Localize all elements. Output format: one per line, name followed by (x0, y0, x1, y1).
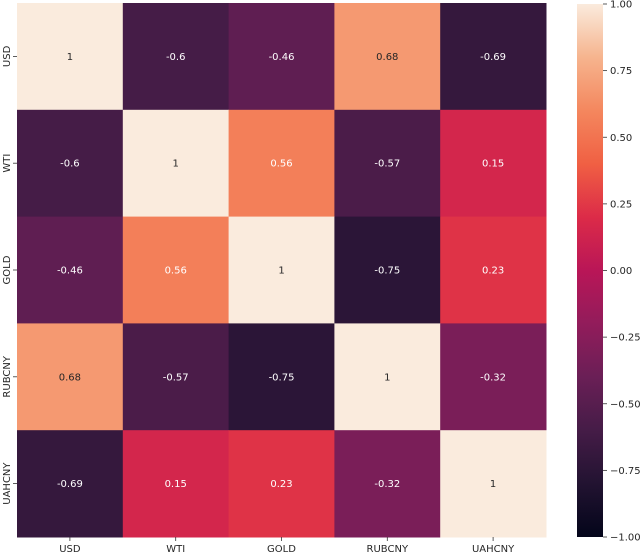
heatmap-cell (17, 109, 124, 218)
heatmap-cell (440, 109, 547, 218)
colorbar-tick-label: −1.00 (610, 533, 640, 544)
colorbar-tick-label: 0.25 (610, 199, 632, 210)
colorbar-tick-label: 0.75 (610, 66, 632, 77)
heatmap-cell (334, 3, 441, 111)
heatmap-cell (122, 109, 230, 218)
y-axis: USD WTI GOLD RUBCNY UAHCNY (2, 45, 17, 505)
heatmap-cell (17, 216, 124, 324)
cell-value-label: 1 (67, 52, 73, 63)
colorbar-tick-label: 0.50 (610, 133, 632, 144)
y-tick-label: WTI (2, 154, 13, 173)
heatmap-cell (440, 323, 547, 431)
heatmap-cell (17, 3, 124, 111)
heatmap-cell (122, 430, 230, 538)
y-tick-label: UAHCNY (2, 462, 13, 505)
heatmap-cell (334, 216, 441, 324)
cell-value-label: 1 (384, 372, 390, 383)
colorbar-tick-label: −0.50 (610, 399, 640, 410)
x-axis: USD WTI GOLD RUBCNY UAHCNY (59, 537, 515, 555)
cell-value-label: -0.69 (480, 52, 506, 63)
heatmap-cell (228, 430, 335, 538)
heatmap-cell (122, 3, 230, 111)
x-tick-label: RUBCNY (367, 544, 409, 552)
x-tick-label: USD (59, 544, 81, 552)
heatmap-cell (17, 323, 124, 431)
cell-value-label: -0.57 (374, 159, 400, 170)
colorbar (577, 4, 603, 537)
cell-value-label: 0.23 (270, 479, 292, 490)
x-tick-label: GOLD (267, 544, 296, 552)
heatmap-cell (122, 216, 230, 324)
cell-value-label: 1 (278, 266, 284, 277)
cell-value-label: 1 (490, 479, 496, 490)
colorbar-tick-label: −0.25 (610, 333, 640, 344)
heatmap-cell (440, 430, 547, 538)
heatmap-cell (334, 109, 441, 218)
heatmap-cell (334, 323, 441, 431)
cell-value-label: -0.6 (166, 52, 186, 63)
cell-value-label: 0.23 (482, 266, 504, 277)
heatmap-cell (228, 216, 335, 324)
heatmap-cell (228, 323, 335, 431)
heatmap-cells: 1 -0.6 -0.46 0.68 -0.69 -0.6 1 0.56 -0.57 0.15 -0.… (17, 3, 547, 538)
heatmap-cell (440, 3, 547, 111)
cell-value-label: -0.46 (269, 52, 295, 63)
cell-value-label: 0.68 (59, 372, 81, 383)
colorbar-tick-label: 0.00 (610, 266, 632, 277)
cell-value-label: -0.6 (60, 159, 80, 170)
cell-value-label: -0.32 (374, 479, 400, 490)
y-tick-label: GOLD (2, 255, 13, 284)
cell-value-label: -0.57 (163, 372, 189, 383)
colorbar-tick-label: −0.75 (610, 466, 640, 477)
heatmap-cell (440, 216, 547, 324)
heatmap-cell (228, 3, 335, 111)
cell-value-label: -0.75 (269, 372, 295, 383)
colorbar-ticks: 1.00 0.75 0.50 0.25 0.00 −0.25 −0.50 −0.75 −1.00 (603, 0, 640, 544)
colorbar-tick-label: 1.00 (610, 0, 632, 11)
cell-value-label: -0.32 (480, 372, 506, 383)
cell-value-label: -0.69 (57, 479, 83, 490)
heatmap-cell (17, 430, 124, 538)
cell-value-label: 0.56 (270, 159, 292, 170)
heatmap-cell (334, 430, 441, 538)
y-tick-label: RUBCNY (2, 355, 13, 397)
cell-value-label: -0.46 (57, 266, 83, 277)
heatmap-cell (122, 323, 230, 431)
cell-value-label: 0.56 (165, 266, 187, 277)
x-tick-label: UAHCNY (472, 544, 515, 552)
cell-value-label: -0.75 (374, 266, 400, 277)
x-tick-label: WTI (166, 544, 185, 552)
cell-value-label: 0.68 (376, 52, 398, 63)
cell-value-label: 1 (173, 159, 179, 170)
y-tick-label: USD (2, 45, 13, 67)
cell-value-label: 0.15 (165, 479, 187, 490)
cell-value-label: 0.15 (482, 159, 504, 170)
heatmap-cell (228, 109, 335, 218)
